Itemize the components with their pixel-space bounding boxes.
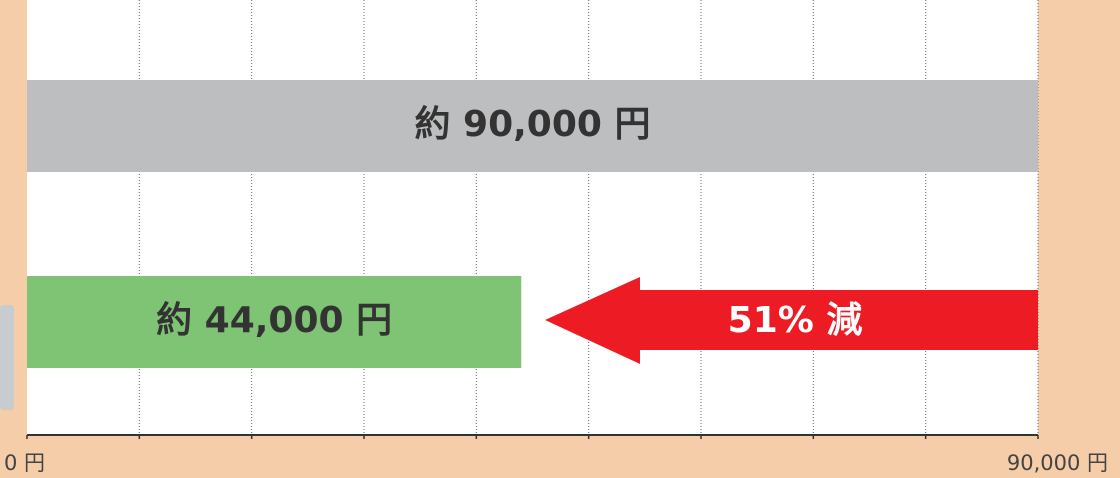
annotation: 51% 減 <box>728 300 863 341</box>
reduction-arrow <box>545 277 1038 364</box>
bar <box>27 276 522 368</box>
bar <box>27 80 1038 172</box>
value-label: 約 90,000 円 <box>415 104 651 145</box>
value-label: 約 44,000 円 <box>156 300 392 341</box>
x-tick-label: 90,000 円 <box>1007 451 1108 475</box>
x-tick-label: 0 円 <box>4 451 45 475</box>
device-image <box>0 305 14 410</box>
plot-area <box>27 0 1038 435</box>
